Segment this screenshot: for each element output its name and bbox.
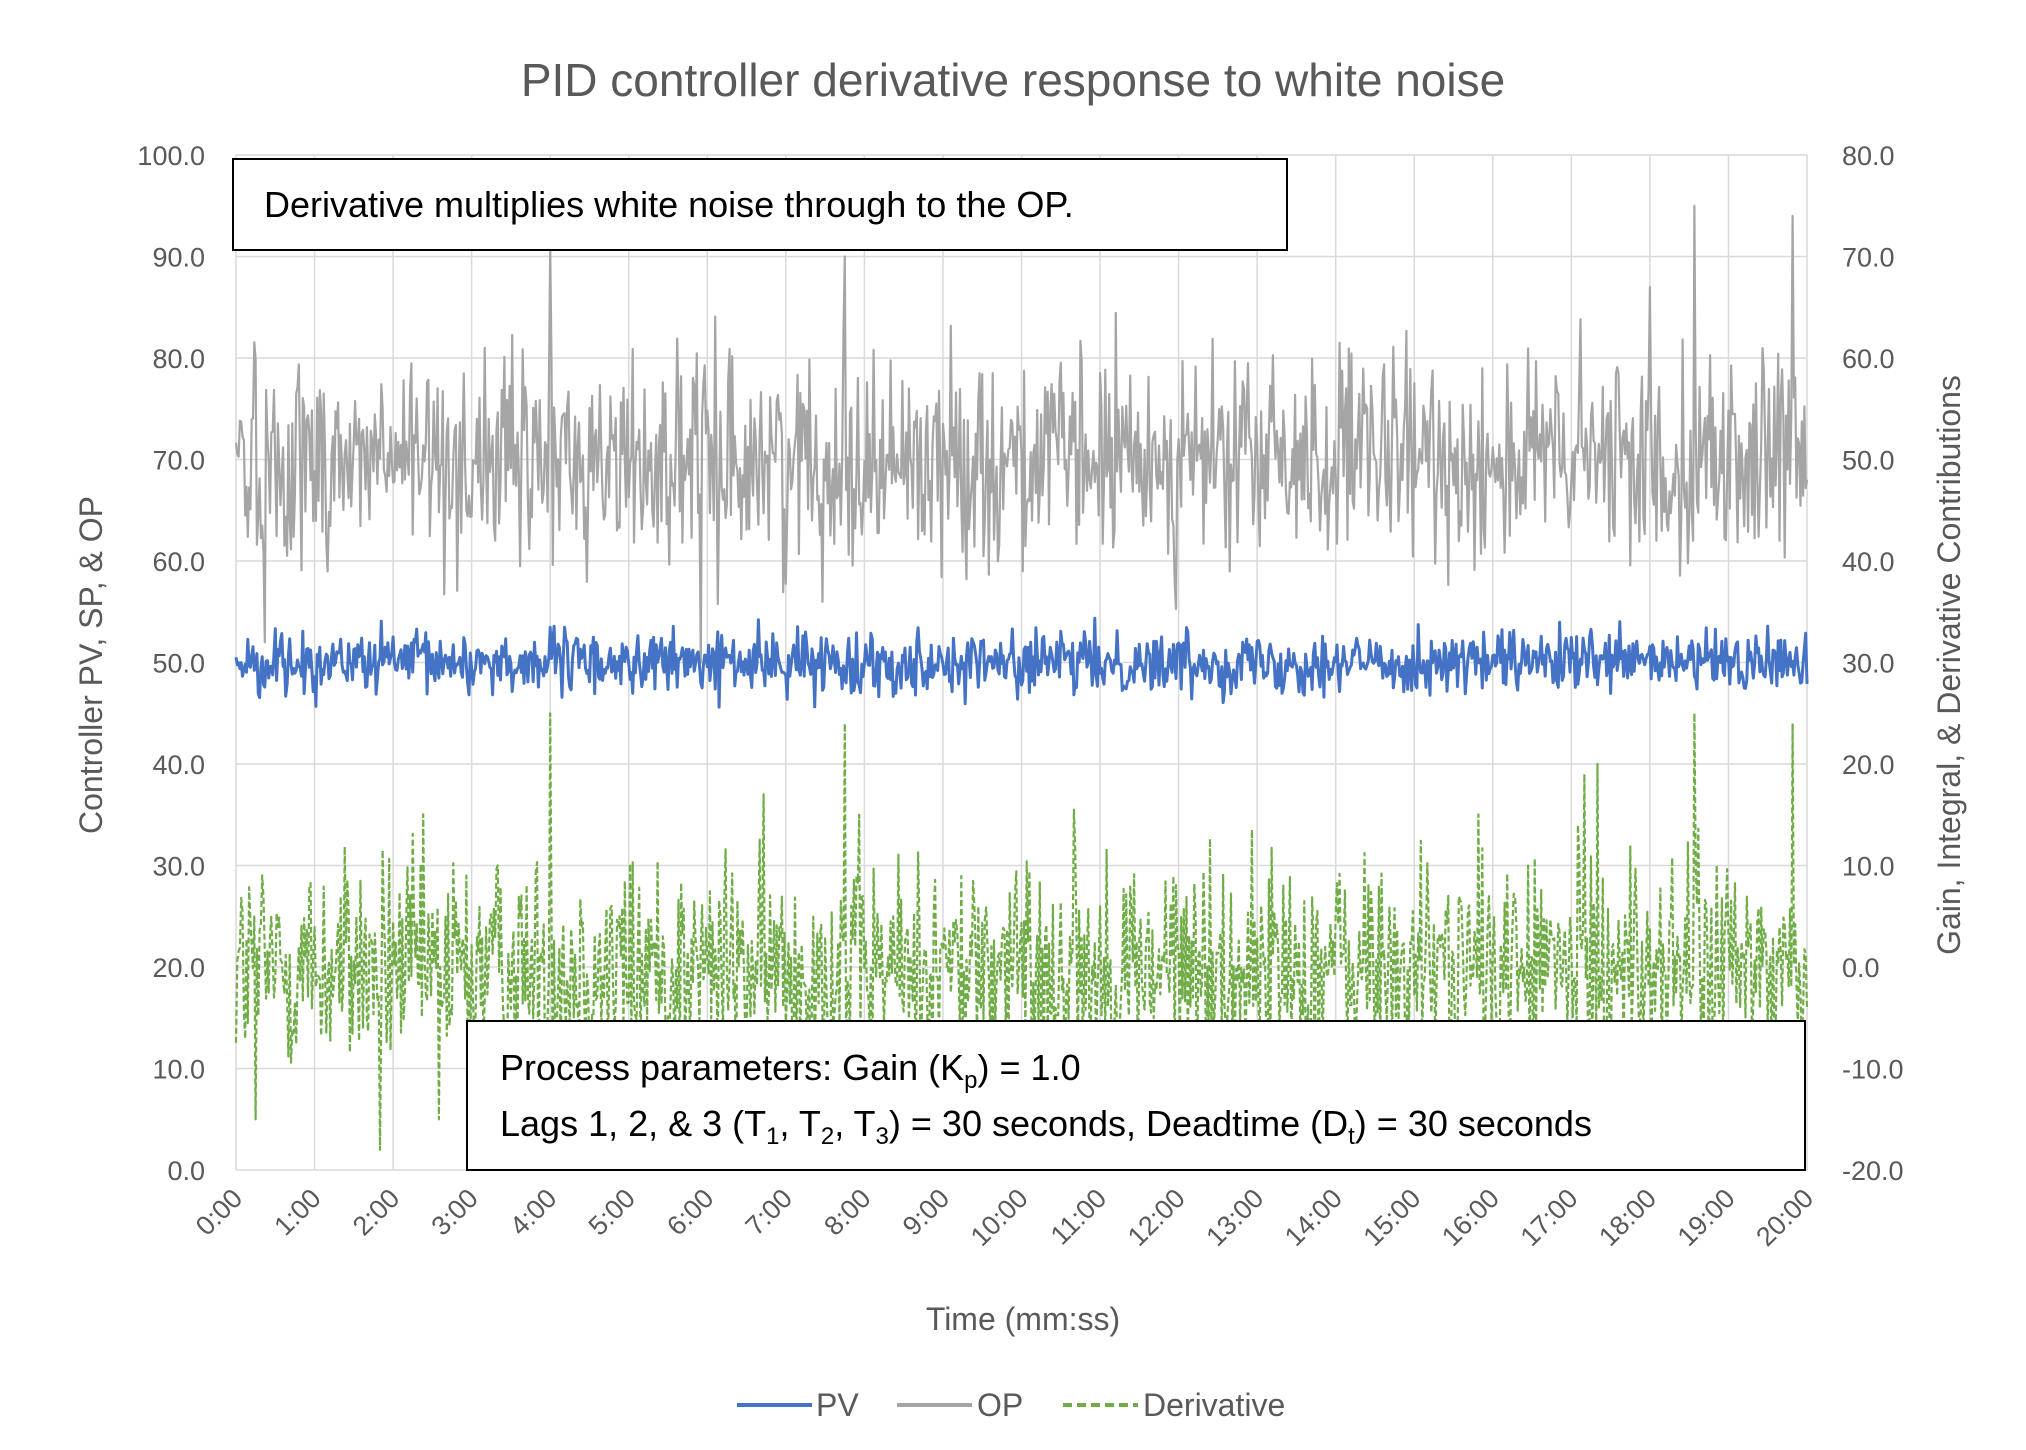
x-tick-label: 5:00 — [583, 1183, 641, 1241]
y-left-tick-label: 30.0 — [152, 852, 205, 882]
y-right-tick-label: 20.0 — [1842, 750, 1895, 780]
x-tick-label: 3:00 — [426, 1183, 484, 1241]
y-right-tick-label: -20.0 — [1842, 1156, 1904, 1186]
y-axis-left-ticks: 0.0 10.0 20.0 30.0 40.0 50.0 60.0 70.0 80.0 90.0 1… — [137, 141, 205, 1186]
legend-label-pv: PV — [816, 1387, 859, 1423]
y-right-tick-label: 50.0 — [1842, 446, 1895, 476]
x-tick-label: 14:00 — [1279, 1183, 1348, 1252]
y-left-tick-label: 50.0 — [152, 649, 205, 679]
series-line-derivative — [234, 712, 1809, 1151]
y-right-tick-label: 60.0 — [1842, 344, 1895, 374]
y-left-tick-label: 90.0 — [152, 243, 205, 273]
y-right-tick-label: 70.0 — [1842, 243, 1895, 273]
annotation-bottom: Process parameters: Gain (Kp) = 1.0 Lags… — [466, 1020, 1806, 1171]
x-tick-label: 16:00 — [1436, 1183, 1505, 1252]
x-tick-label: 12:00 — [1122, 1183, 1191, 1252]
legend-item-pv: PV — [737, 1387, 859, 1423]
y-left-tick-label: 80.0 — [152, 344, 205, 374]
y-left-tick-label: 100.0 — [137, 141, 205, 171]
x-tick-label: 0:00 — [190, 1183, 248, 1241]
series-line-op — [234, 204, 1809, 664]
x-tick-label: 11:00 — [1045, 1183, 1113, 1251]
legend-label-derivative: Derivative — [1143, 1387, 1285, 1423]
chart-title: PID controller derivative response to wh… — [521, 54, 1505, 106]
x-tick-label: 15:00 — [1357, 1183, 1426, 1252]
x-tick-label: 19:00 — [1672, 1183, 1741, 1252]
y-right-tick-label: 0.0 — [1842, 953, 1880, 983]
annotation-bottom-line2: Lags 1, 2, & 3 (T1, T2, T3) = 30 seconds… — [500, 1103, 1592, 1150]
y-left-tick-label: 40.0 — [152, 750, 205, 780]
y-left-tick-label: 60.0 — [152, 547, 205, 577]
series-line-pv — [234, 616, 1809, 709]
y-axis-left-title: Controller PV, SP, & OP — [73, 496, 109, 834]
x-tick-label: 17:00 — [1515, 1183, 1584, 1252]
annotation-top-text: Derivative multiplies white noise throug… — [264, 184, 1074, 225]
y-left-tick-label: 70.0 — [152, 446, 205, 476]
annotation-top: Derivative multiplies white noise throug… — [232, 158, 1288, 251]
x-tick-label: 7:00 — [740, 1183, 798, 1241]
y-axis-right-title: Gain, Integral, & Derivative Contributio… — [1931, 375, 1967, 955]
x-tick-label: 10:00 — [965, 1183, 1034, 1252]
x-tick-label: 13:00 — [1200, 1183, 1269, 1252]
annotation-bottom-line1: Process parameters: Gain (Kp) = 1.0 — [500, 1047, 1081, 1094]
x-tick-label: 4:00 — [504, 1183, 562, 1241]
legend: PV OP Derivative — [737, 1387, 1285, 1423]
y-right-tick-label: 40.0 — [1842, 547, 1895, 577]
y-right-tick-label: -10.0 — [1842, 1055, 1904, 1085]
legend-item-derivative: Derivative — [1063, 1387, 1285, 1423]
y-left-tick-label: 20.0 — [152, 953, 205, 983]
x-tick-label: 6:00 — [661, 1183, 719, 1241]
y-right-tick-label: 10.0 — [1842, 852, 1895, 882]
legend-label-op: OP — [977, 1387, 1023, 1423]
y-axis-right-ticks: -20.0 -10.0 0.0 10.0 20.0 30.0 40.0 50.0 60.0 70.… — [1842, 141, 1904, 1186]
x-tick-label: 1:00 — [268, 1183, 326, 1241]
x-tick-label: 18:00 — [1593, 1183, 1662, 1252]
x-axis-ticks: 0:00 1:00 2:00 3:00 4:00 5:00 6:00 7:00 8:00 9:00… — [190, 1183, 1819, 1252]
x-tick-label: 20:00 — [1750, 1183, 1819, 1252]
y-left-tick-label: 10.0 — [152, 1055, 205, 1085]
x-tick-label: 9:00 — [897, 1183, 955, 1241]
x-axis-title: Time (mm:ss) — [926, 1301, 1120, 1337]
y-left-tick-label: 0.0 — [167, 1156, 205, 1186]
x-tick-label: 8:00 — [818, 1183, 876, 1241]
legend-item-op: OP — [897, 1387, 1023, 1423]
y-right-tick-label: 80.0 — [1842, 141, 1895, 171]
series-layer — [234, 204, 1809, 1151]
x-tick-label: 2:00 — [347, 1183, 405, 1241]
y-right-tick-label: 30.0 — [1842, 649, 1895, 679]
